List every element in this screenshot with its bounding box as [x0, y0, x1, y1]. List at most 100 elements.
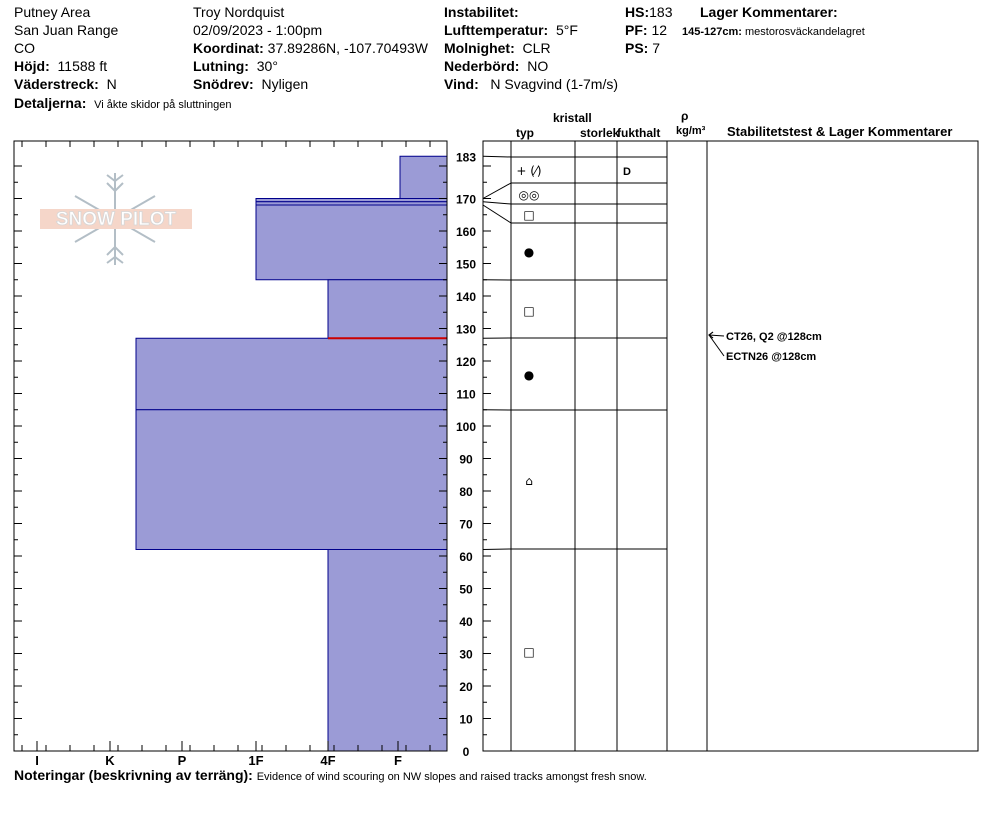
details-value: Vi åkte skidor på sluttningen: [94, 99, 232, 111]
hardness-tick-label-F: F: [394, 753, 402, 768]
hardness-bar-6: [135, 409, 448, 550]
slope-value: 30°: [256, 58, 278, 74]
precip-label: Nederbörd:: [444, 58, 520, 74]
test-arrow-icon: [708, 331, 714, 339]
hardness-bar-4: [327, 279, 448, 339]
precip-value: NO: [527, 58, 549, 74]
sky-label: Molnighet:: [444, 40, 515, 56]
depth-label-140: 140: [456, 290, 476, 304]
depth-label-170: 170: [456, 193, 476, 207]
depth-connector-line: [482, 182, 512, 199]
pf-label: PF:: [625, 22, 648, 38]
depth-connector-line: [482, 548, 512, 550]
depth-label-160: 160: [456, 225, 476, 239]
elevation: Höjd: 11588 ft: [14, 58, 107, 74]
hardness-bar-5: [135, 337, 448, 411]
details-label: Detaljerna:: [14, 95, 87, 111]
layer-comment-text: mestorosväckandelagret: [745, 26, 865, 38]
type-header: typ: [516, 126, 534, 140]
area-name: Putney Area: [14, 4, 91, 20]
layer-table-frame: [482, 140, 979, 752]
rounded-grains-icon: ●: [524, 368, 534, 382]
layer-comment-range: 145-127cm:: [682, 26, 742, 38]
slope: Lutning: 30°: [193, 58, 278, 74]
snow-height: HS:183: [625, 4, 672, 20]
pit-depth: PF: 12: [625, 22, 667, 38]
elevation-value: 11588 ft: [57, 58, 108, 74]
depth-label-100: 100: [456, 420, 476, 434]
stability-header: Stabilitetstest & Lager Kommentarer: [727, 124, 953, 139]
hardness-plot-frame: [13, 140, 448, 752]
logo-text: SNOW PILOT: [56, 209, 177, 230]
depth-connector-line: [482, 201, 512, 205]
hardness-tick-label-K: K: [105, 753, 115, 768]
aspect: Väderstreck: N: [14, 76, 117, 92]
hardness-tick-label-I: I: [35, 753, 39, 768]
ps: PS: 7: [625, 40, 660, 56]
date-time: 02/09/2023 - 1:00pm: [193, 22, 323, 38]
depth-label-150: 150: [456, 258, 476, 272]
pf-value: 12: [651, 22, 668, 38]
range-name: San Juan Range: [14, 22, 119, 38]
depth-label-110: 110: [456, 388, 476, 402]
wind-label: Vind:: [444, 76, 479, 92]
depth-connector-line: [482, 155, 512, 158]
air-temp-value: 5°F: [556, 22, 578, 38]
coordinates: Koordinat: 37.89286N, -107.70493W: [193, 40, 428, 56]
depth-label-20: 20: [459, 680, 473, 694]
depth-connector-line: [482, 204, 512, 224]
elevation-label: Höjd:: [14, 58, 50, 74]
aspect-label: Väderstreck:: [14, 76, 99, 92]
depth-label-80: 80: [459, 485, 473, 499]
faceted-crystals-icon: □: [523, 208, 534, 222]
wind-value: N Svagvind (1-7m/s): [490, 76, 619, 92]
hardness-tick-label-4F: 4F: [320, 753, 335, 768]
observer-name: Troy Nordquist: [193, 4, 285, 20]
hs-value: 183: [649, 4, 673, 20]
size-header: storlek: [580, 126, 620, 140]
hardness-bar-7: [327, 549, 448, 752]
air-temperature: Lufttemperatur: 5°F: [444, 22, 578, 38]
terrain-notes: Noteringar (beskrivning av terräng): Evi…: [14, 767, 647, 785]
depth-label-30: 30: [459, 648, 473, 662]
rho-header: ρ: [681, 109, 689, 123]
sky-value: CLR: [522, 40, 551, 56]
coord-value: 37.89286N, -107.70493W: [267, 40, 428, 56]
notes-text: Evidence of wind scouring on NW slopes a…: [256, 771, 647, 783]
rounding-faceted-icon: ⌂: [525, 474, 533, 488]
layer-comments-label: Lager Kommentarer:: [700, 4, 838, 20]
drift: Snödrev: Nyligen: [193, 76, 308, 92]
notes-label: Noteringar (beskrivning av terräng):: [14, 767, 253, 783]
sky-cover: Molnighet: CLR: [444, 40, 551, 56]
slope-label: Lutning:: [193, 58, 249, 74]
coord-label: Koordinat:: [193, 40, 264, 56]
moisture-header: fukthalt: [617, 126, 661, 140]
depth-label-90: 90: [459, 453, 473, 467]
drift-label: Snödrev:: [193, 76, 254, 92]
stability-test-0: CT26, Q2 @128cm: [726, 331, 822, 343]
layer-comment: 145-127cm: mestorosväckandelagret: [682, 24, 865, 40]
test-leader-line: [708, 334, 725, 357]
density-unit-header: kg/m³: [676, 125, 706, 137]
stability-test-1: ECTN26 @128cm: [726, 351, 816, 363]
depth-label-70: 70: [459, 518, 473, 532]
depth-label-0: 0: [463, 745, 470, 759]
state-name: CO: [14, 40, 35, 56]
faceted-crystals-icon: □: [523, 645, 534, 659]
precipitation: Nederbörd: NO: [444, 58, 548, 74]
depth-label-10: 10: [459, 713, 473, 727]
depth-label-40: 40: [459, 615, 473, 629]
depth-label-50: 50: [459, 583, 473, 597]
hardness-tick-label-1F: 1F: [248, 753, 263, 768]
depth-label-top: 183: [456, 150, 476, 164]
hs-label: HS:: [625, 4, 650, 20]
surface-hoar-icon: ◎◎: [519, 188, 540, 202]
faceted-crystals-icon: □: [523, 304, 534, 318]
depth-label-120: 120: [456, 355, 476, 369]
hardness-bar-0: [399, 155, 448, 199]
crystal-header: kristall: [553, 111, 592, 125]
air-temp-label: Lufttemperatur:: [444, 22, 549, 38]
depth-label-60: 60: [459, 550, 473, 564]
precipitation-particles-icon: + (⁄): [516, 164, 541, 178]
